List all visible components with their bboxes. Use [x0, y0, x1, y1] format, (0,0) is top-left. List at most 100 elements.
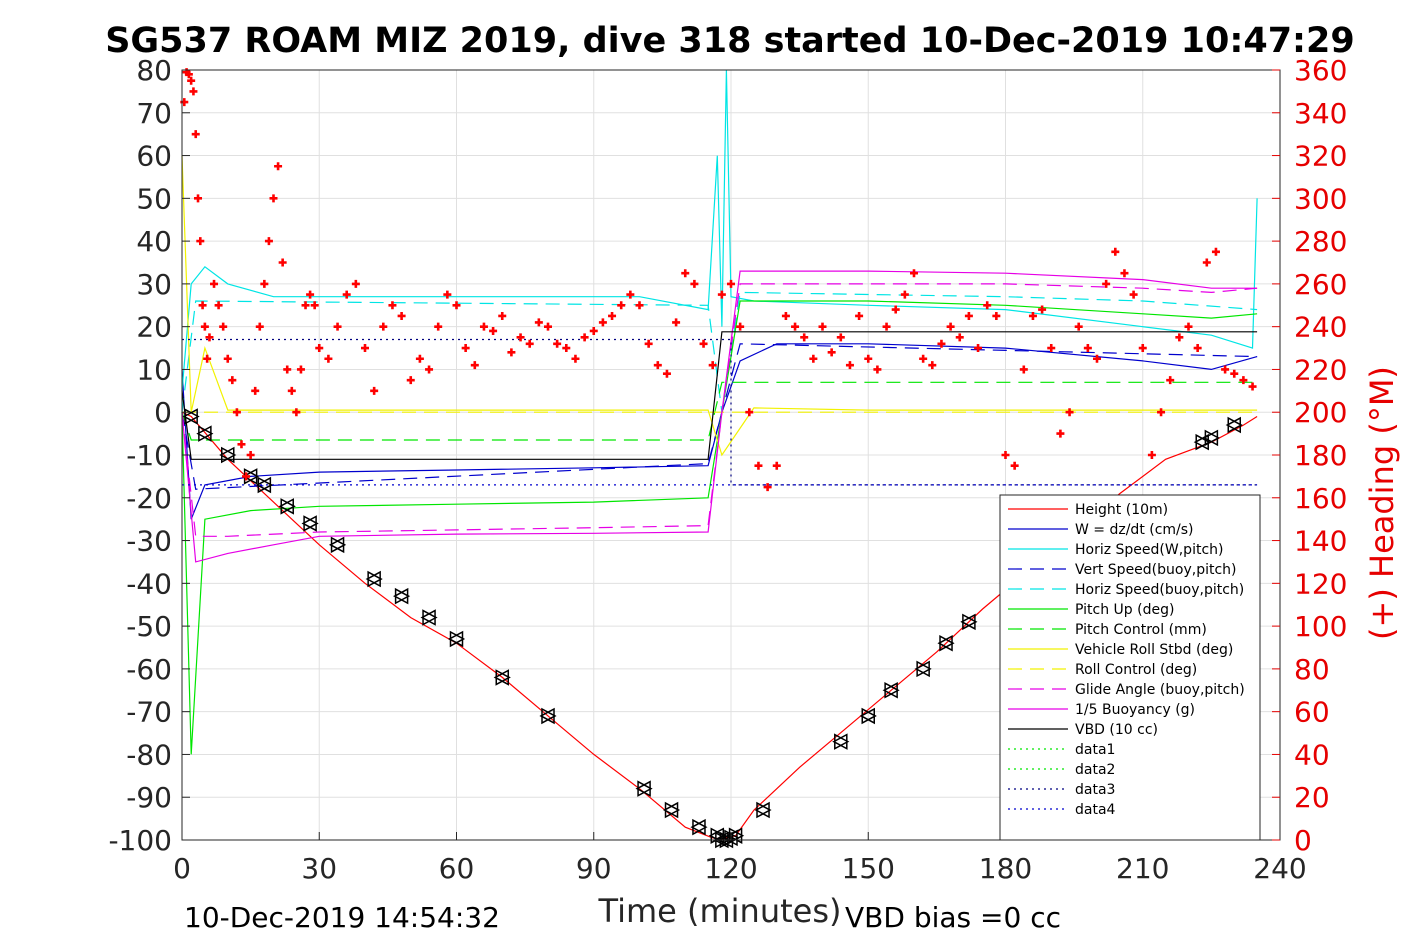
depth-marker-mirror — [257, 476, 273, 494]
y-tick-label-left: 20 — [136, 311, 172, 344]
legend-entry: VBD (10 cc) — [1075, 722, 1158, 738]
y-tick-label-left: -30 — [126, 525, 172, 558]
heading-marker — [287, 386, 296, 395]
markers-layer — [180, 68, 1257, 849]
legend-entry: 1/5 Buoyancy (g) — [1075, 702, 1195, 718]
heading-marker — [237, 440, 246, 449]
legend-entry: data4 — [1075, 802, 1116, 818]
heading-marker — [333, 322, 342, 331]
heading-marker — [1147, 451, 1156, 459]
heading-marker — [184, 70, 193, 79]
heading-marker — [361, 344, 369, 353]
y-tick-label-right: 120 — [1294, 567, 1347, 600]
heading-marker — [452, 301, 461, 310]
series-layer — [181, 69, 1258, 840]
heading-marker — [406, 376, 415, 385]
heading-marker — [791, 322, 800, 331]
series-line-2 — [181, 69, 1258, 391]
heading-marker — [1038, 305, 1047, 314]
heading-marker — [964, 311, 973, 320]
y-tick-label-left: -10 — [126, 439, 172, 472]
heading-marker — [479, 322, 488, 331]
series-line-10 — [181, 270, 1258, 563]
heading-marker — [644, 339, 653, 348]
heading-marker — [278, 258, 287, 267]
heading-marker — [937, 339, 946, 348]
heading-marker — [210, 279, 219, 288]
y-tick-label-left: -90 — [126, 781, 172, 814]
y-tick-label-left: -100 — [108, 824, 172, 857]
legend-entry: Horiz Speed(buoy,pitch) — [1075, 582, 1244, 598]
x-axis-label: Time (minutes) — [598, 892, 842, 930]
depth-marker-mirror — [303, 515, 319, 532]
depth-marker-mirror — [198, 425, 214, 442]
legend-entry: data3 — [1075, 782, 1115, 798]
y-tick-label-right: 200 — [1294, 396, 1347, 429]
depth-marker-mirror — [834, 733, 850, 750]
heading-marker — [1157, 408, 1166, 417]
heading-marker — [800, 333, 809, 342]
heading-marker — [246, 451, 255, 459]
heading-marker — [425, 365, 434, 374]
heading-marker — [1129, 290, 1138, 299]
legend-entry: Height (10m) — [1075, 502, 1168, 518]
series-line-6 — [181, 381, 1258, 441]
heading-marker — [836, 333, 845, 342]
heading-marker — [351, 279, 360, 288]
y-tick-label-right: 260 — [1294, 268, 1347, 301]
series-line-3 — [181, 343, 1258, 490]
y-tick-label-right: 20 — [1294, 781, 1330, 814]
heading-marker — [727, 279, 735, 288]
heading-marker — [200, 322, 209, 331]
heading-marker — [763, 483, 772, 492]
y-tick-label-right: 300 — [1294, 182, 1347, 215]
depth-marker-mirror — [330, 536, 347, 554]
y-tick-label-left: -50 — [126, 610, 172, 643]
y-tick-label-left: -80 — [126, 738, 172, 771]
heading-marker — [301, 301, 310, 310]
heading-marker — [223, 354, 232, 363]
heading-marker — [1001, 451, 1010, 459]
heading-marker — [1211, 247, 1220, 256]
depth-marker-mirror — [756, 801, 772, 819]
heading-marker — [1019, 365, 1028, 374]
tick-labels: 0 30 60 90 120 150 180 210 24080706050403020100-… — [108, 54, 1347, 885]
depth-marker-mirror — [637, 780, 653, 797]
x-tick-label: 120 — [704, 852, 757, 885]
series-line-4 — [181, 291, 1258, 413]
heading-marker — [489, 326, 498, 335]
y-tick-label-right: 180 — [1294, 439, 1347, 472]
heading-marker — [296, 365, 305, 374]
heading-marker — [1083, 344, 1092, 353]
legend-entry: Glide Angle (buoy,pitch) — [1075, 682, 1245, 698]
depth-marker-mirror — [541, 707, 557, 725]
heading-marker — [1047, 344, 1056, 353]
x-tick-label: 180 — [979, 852, 1032, 885]
depth-marker-mirror — [916, 660, 932, 678]
heading-marker — [232, 408, 241, 417]
heading-marker — [534, 318, 543, 327]
heading-marker — [589, 326, 598, 335]
heading-marker — [891, 305, 900, 314]
heading-marker — [662, 369, 671, 378]
heading-marker — [974, 344, 983, 353]
heading-marker — [205, 333, 214, 342]
depth-marker-mirror — [367, 570, 383, 588]
heading-marker — [1221, 365, 1230, 374]
heading-marker — [470, 361, 479, 370]
x-tick-label: 90 — [576, 852, 612, 885]
heading-marker — [919, 354, 928, 363]
y-tick-label-right: 60 — [1294, 696, 1330, 729]
heading-marker — [772, 461, 781, 470]
y-tick-label-left: 10 — [136, 353, 172, 386]
heading-marker — [946, 322, 955, 331]
depth-marker-mirror — [939, 634, 955, 652]
y-tick-label-right: 0 — [1294, 824, 1312, 857]
heading-marker — [315, 344, 324, 353]
heading-marker — [1248, 382, 1257, 391]
legend-box — [999, 494, 1261, 841]
heading-marker — [855, 311, 864, 320]
heading-marker — [461, 344, 470, 353]
heading-marker — [1230, 369, 1239, 378]
